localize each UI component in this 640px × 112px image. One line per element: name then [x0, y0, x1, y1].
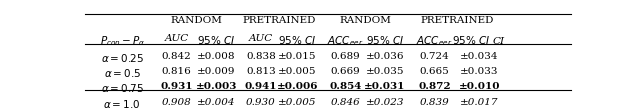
Text: $95\%\ CI$: $95\%\ CI$: [197, 34, 236, 46]
Text: $\alpha = 0.25$: $\alpha = 0.25$: [100, 52, 144, 64]
Text: 0.930: 0.930: [246, 98, 276, 107]
Text: ±0.005: ±0.005: [278, 67, 317, 76]
Text: ±0.017: ±0.017: [460, 98, 499, 107]
Text: ±0.009: ±0.009: [197, 67, 236, 76]
Text: ±0.036: ±0.036: [366, 52, 404, 61]
Text: ±0.035: ±0.035: [366, 67, 404, 76]
Text: PRETRAINED: PRETRAINED: [420, 16, 493, 25]
Text: $P_{con}-P_{\alpha}$: $P_{con}-P_{\alpha}$: [100, 34, 145, 48]
Text: 0.724: 0.724: [420, 52, 449, 61]
Text: 0.813: 0.813: [246, 67, 276, 76]
Text: ±0.005: ±0.005: [278, 98, 317, 107]
Text: 0.839: 0.839: [420, 98, 449, 107]
Text: PRETRAINED: PRETRAINED: [243, 16, 316, 25]
Text: $\alpha = 1.0$: $\alpha = 1.0$: [104, 98, 141, 110]
Text: ±0.023: ±0.023: [366, 98, 404, 107]
Text: 0.689: 0.689: [330, 52, 360, 61]
Text: $ACC_{eer}$: $ACC_{eer}$: [417, 34, 453, 48]
Text: 0.842: 0.842: [162, 52, 191, 61]
Text: 0.669: 0.669: [330, 67, 360, 76]
Text: ±0.015: ±0.015: [278, 52, 317, 61]
Text: ±0.034: ±0.034: [460, 52, 499, 61]
Text: $\alpha = 0.5$: $\alpha = 0.5$: [104, 67, 141, 79]
Text: 0.931: 0.931: [161, 82, 193, 91]
Text: 0.838: 0.838: [246, 52, 276, 61]
Text: RANDOM: RANDOM: [171, 16, 223, 25]
Text: ±0.010: ±0.010: [458, 82, 500, 91]
Text: ±0.031: ±0.031: [364, 82, 406, 91]
Text: $ACC_{eer}$: $ACC_{eer}$: [327, 34, 364, 48]
Text: ±0.033: ±0.033: [460, 67, 499, 76]
Text: $\alpha = 0.75$: $\alpha = 0.75$: [100, 82, 144, 94]
Text: 0.854: 0.854: [329, 82, 362, 91]
Text: 0.908: 0.908: [162, 98, 191, 107]
Text: 0.846: 0.846: [330, 98, 360, 107]
Text: 0.665: 0.665: [420, 67, 449, 76]
Text: RANDOM: RANDOM: [339, 16, 391, 25]
Text: ±0.003: ±0.003: [196, 82, 237, 91]
Text: 0.941: 0.941: [244, 82, 277, 91]
Text: AUC: AUC: [164, 34, 189, 43]
Text: $95\%\ CI$: $95\%\ CI$: [278, 34, 316, 46]
Text: 0.872: 0.872: [419, 82, 451, 91]
Text: 0.816: 0.816: [162, 67, 191, 76]
Text: ±0.004: ±0.004: [197, 98, 236, 107]
Text: $95\%\ CI$: $95\%\ CI$: [366, 34, 404, 46]
Text: ±0.008: ±0.008: [197, 52, 236, 61]
Text: $95\%\ CI$ CI: $95\%\ CI$ CI: [452, 34, 506, 46]
Text: AUC: AUC: [249, 34, 273, 43]
Text: ±0.006: ±0.006: [276, 82, 318, 91]
